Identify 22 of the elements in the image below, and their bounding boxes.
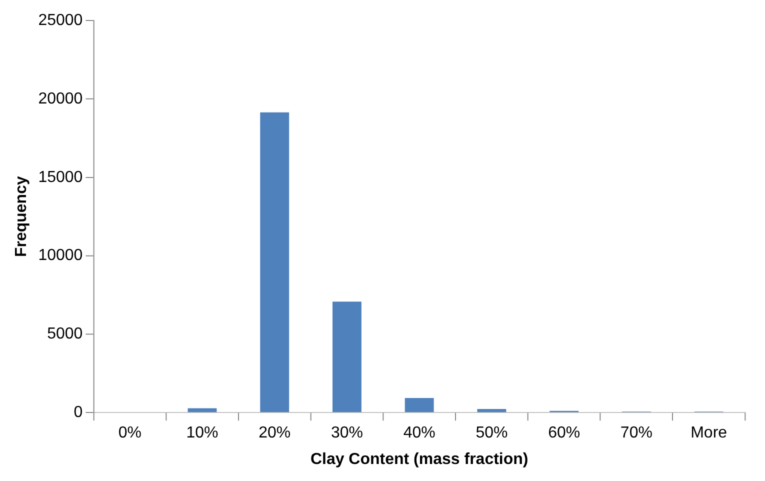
y-tick-label: 0 (74, 404, 83, 422)
y-axis-title: Frequency (13, 176, 30, 258)
x-tick-label: 60% (548, 424, 580, 442)
bar (332, 302, 362, 412)
x-axis-title: Clay Content (mass fraction) (310, 450, 528, 468)
bar (260, 112, 290, 412)
x-tick-label: 50% (476, 424, 508, 442)
bar (477, 408, 506, 412)
x-tick-label: 30% (330, 424, 363, 442)
x-tick-label: 40% (403, 424, 436, 442)
x-tick-label: 70% (620, 424, 652, 442)
bar (404, 398, 434, 412)
y-tick-label: 25000 (38, 12, 83, 30)
y-tick-label: 5000 (47, 326, 83, 343)
y-tick-label: 20000 (38, 90, 83, 108)
y-tick-label: 15000 (38, 168, 83, 186)
x-tick-label: More (690, 424, 728, 442)
x-tick-label: 10% (186, 424, 218, 442)
x-tick-label: 20% (258, 424, 291, 442)
y-tick-label: 10000 (38, 247, 83, 264)
bar (188, 408, 217, 412)
x-tick-label: 0% (118, 424, 142, 442)
